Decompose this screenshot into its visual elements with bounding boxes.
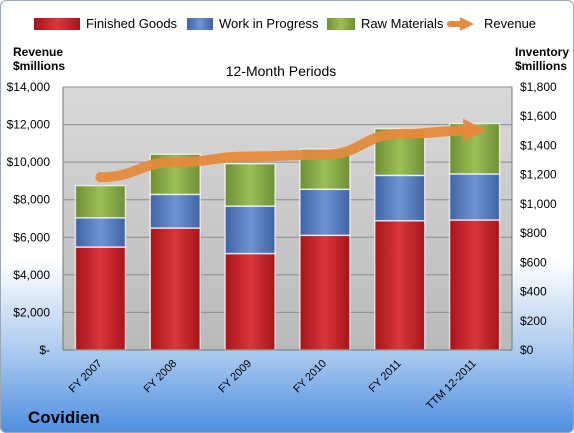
- x-tick-label: FY 2011: [367, 358, 404, 395]
- left-tick-label: $-: [39, 343, 50, 357]
- bar-work-in-progress-5: [448, 173, 501, 221]
- bar-work-in-progress-2: [224, 205, 276, 255]
- bar-work-in-progress-4: [374, 174, 426, 222]
- right-tick-label: $400: [520, 285, 547, 299]
- right-tick-label: $1,000: [520, 197, 557, 211]
- bars: [74, 122, 501, 351]
- left-axis-title-line1: Revenue: [13, 45, 63, 59]
- right-tick-label: $0: [520, 343, 534, 357]
- left-axis-title-line2: $millions: [13, 59, 65, 73]
- legend-swatch-raw-materials: [327, 18, 355, 30]
- gridlines: [63, 86, 512, 313]
- legend-label-work-in-progress: Work in Progress: [219, 16, 319, 31]
- left-tick-label: $12,000: [7, 118, 51, 132]
- left-tick-label: $6,000: [13, 230, 50, 244]
- x-tick-label: FY 2009: [216, 358, 254, 396]
- left-tick-label: $2,000: [13, 305, 50, 319]
- left-tick-labels: $- $2,000 $4,000 $6,000 $8,000 $10,000 $12,000…: [7, 80, 51, 357]
- legend: Finished Goods Work in Progress Raw Mate…: [34, 16, 536, 31]
- legend-swatch-work-in-progress: [187, 18, 213, 30]
- x-tick-label: TTM 12-2011: [424, 358, 479, 413]
- right-tick-labels: $0 $200 $400 $600 $800 $1,000 $1,200 $1,400 $1,6…: [520, 80, 557, 357]
- bar-finished-goods-3: [299, 234, 351, 351]
- right-axis-title-line2: $millions: [515, 59, 567, 73]
- bar-finished-goods-2: [224, 252, 276, 351]
- x-tick-labels: FY 2007 FY 2008 FY 2009 FY 2010 FY 2011 TTM 1…: [67, 358, 479, 413]
- right-tick-label: $1,800: [520, 80, 557, 94]
- chart-title: 12-Month Periods: [226, 63, 337, 79]
- bar-work-in-progress-3: [299, 188, 351, 237]
- company-name: Covidien: [28, 408, 100, 427]
- bar-work-in-progress-1: [149, 193, 201, 229]
- x-tick-label: FY 2008: [142, 358, 180, 396]
- x-tick-label: FY 2010: [291, 358, 329, 396]
- bar-work-in-progress-0: [74, 217, 127, 248]
- right-tick-label: $600: [520, 255, 547, 269]
- right-tick-label: $200: [520, 314, 547, 328]
- right-tick-label: $1,600: [520, 109, 557, 123]
- bar-finished-goods-0: [74, 246, 127, 351]
- bar-finished-goods-4: [374, 219, 426, 351]
- bar-raw-materials-0: [74, 184, 127, 219]
- right-tick-label: $1,400: [520, 138, 557, 152]
- x-tick-label: FY 2007: [67, 358, 105, 396]
- left-tick-label: $10,000: [7, 155, 51, 169]
- left-tick-label: $4,000: [13, 268, 50, 282]
- legend-label-finished-goods: Finished Goods: [86, 16, 178, 31]
- right-tick-label: $1,200: [520, 168, 557, 182]
- right-tick-label: $800: [520, 226, 547, 240]
- bar-finished-goods-1: [149, 227, 201, 351]
- left-tick-label: $8,000: [13, 193, 50, 207]
- legend-swatch-finished-goods: [34, 18, 80, 30]
- revenue-line: [95, 118, 487, 183]
- legend-label-raw-materials: Raw Materials: [361, 16, 444, 31]
- right-axis-title-line1: Inventory: [515, 45, 569, 59]
- bar-finished-goods-5: [448, 219, 501, 351]
- left-tick-label: $14,000: [7, 80, 51, 94]
- bar-raw-materials-2: [224, 162, 276, 207]
- legend-label-revenue: Revenue: [484, 16, 536, 31]
- revenue-line-group: [95, 118, 487, 183]
